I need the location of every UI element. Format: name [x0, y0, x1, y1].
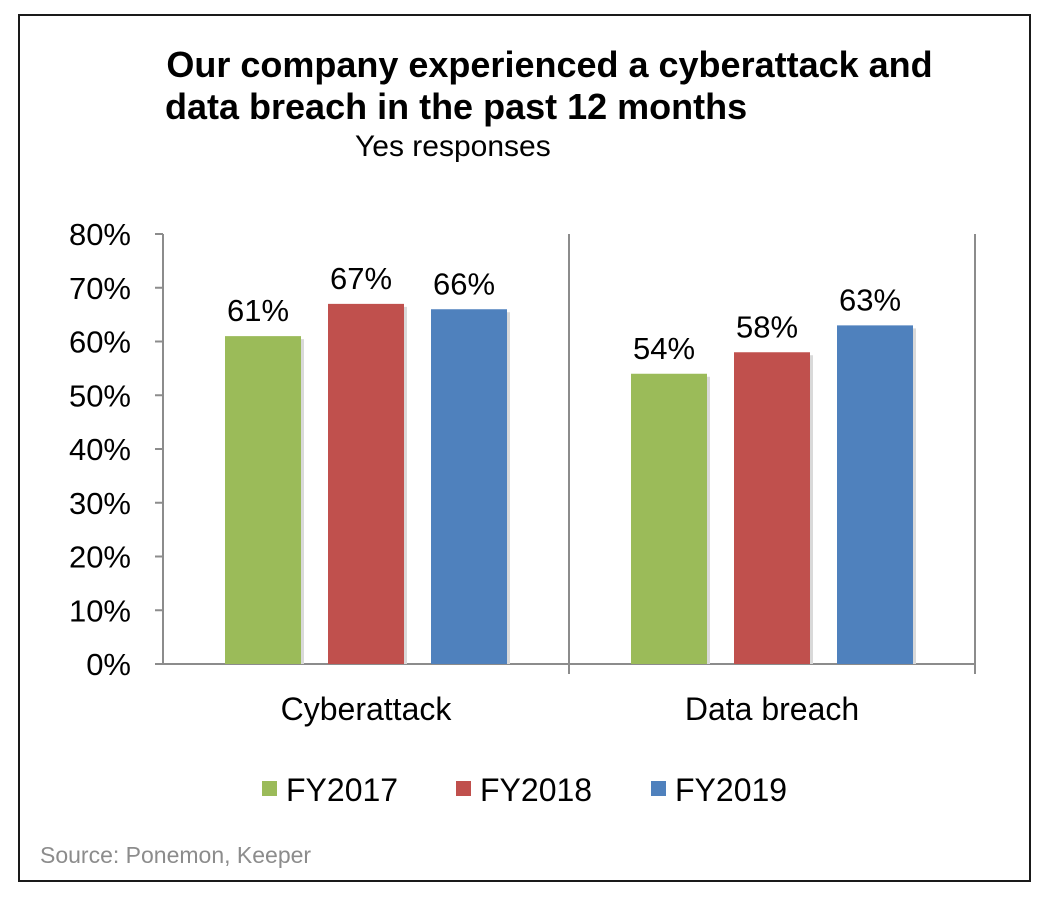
category-label: Data breach	[685, 691, 859, 727]
data-label: 63%	[839, 282, 901, 317]
bar-fy2019-cyberattack	[431, 309, 507, 664]
chart-title-line-2: data breach in the past 12 months	[165, 86, 748, 127]
y-tick-label: 10%	[69, 593, 131, 628]
y-tick-label: 70%	[69, 271, 131, 306]
y-tick-label: 50%	[69, 378, 131, 413]
legend-label-fy2017: FY2017	[286, 772, 398, 808]
category-label: Cyberattack	[281, 691, 453, 727]
bar-fy2018-data-breach	[734, 352, 810, 664]
legend-swatch-fy2019	[651, 781, 666, 796]
bar-fy2019-data-breach	[837, 325, 913, 664]
data-label: 54%	[633, 331, 695, 366]
source-note: Source: Ponemon, Keeper	[40, 842, 312, 868]
y-tick-label: 0%	[86, 647, 131, 682]
data-label: 67%	[330, 261, 392, 296]
bar-fy2018-cyberattack	[328, 303, 404, 664]
legend-label-fy2019: FY2019	[675, 772, 787, 808]
bar-fy2017-cyberattack	[225, 336, 301, 664]
chart-subtitle: Yes responses	[355, 130, 551, 163]
data-label: 58%	[736, 309, 798, 344]
y-tick-label: 20%	[69, 540, 131, 575]
data-label: 61%	[227, 293, 289, 328]
legend-label-fy2018: FY2018	[480, 772, 592, 808]
bar-fy2017-data-breach	[631, 373, 707, 664]
chart-frame	[18, 14, 1031, 882]
y-tick-label: 30%	[69, 486, 131, 521]
data-label: 66%	[433, 266, 495, 301]
chart-title: Our company experienced a cyberattack an…	[0, 44, 1057, 128]
chart-title-line-1: Our company experienced a cyberattack an…	[166, 44, 933, 85]
y-tick-label: 40%	[69, 432, 131, 467]
y-tick-label: 60%	[69, 325, 131, 360]
y-tick-label: 80%	[69, 217, 131, 252]
legend-swatch-fy2018	[456, 781, 471, 796]
legend-swatch-fy2017	[262, 781, 277, 796]
